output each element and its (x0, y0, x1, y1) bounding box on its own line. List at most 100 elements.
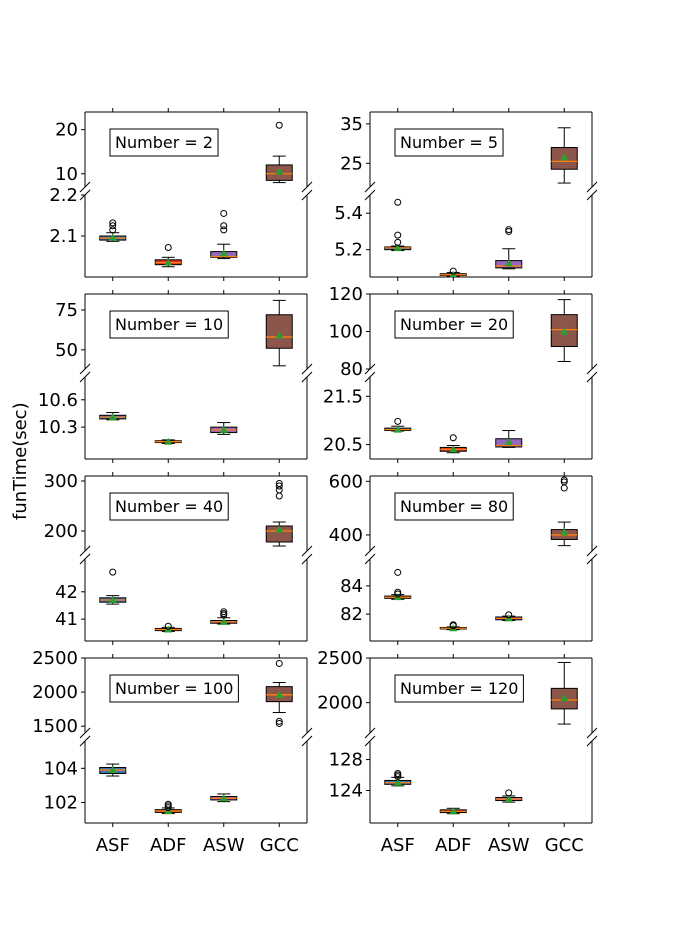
mean-marker (108, 233, 117, 241)
outlier-point (395, 616, 401, 622)
box-asf (385, 866, 411, 873)
y-tick-label: 84 (340, 576, 363, 597)
outlier-point (506, 867, 512, 873)
box-gcc (265, 299, 293, 367)
box-body (155, 609, 181, 611)
panel-legend: Number = 120 (394, 674, 524, 703)
axis-break-mark (586, 363, 598, 375)
mean-marker (275, 690, 284, 698)
y-tick-label: 41 (55, 609, 78, 630)
mean-marker (393, 243, 402, 251)
box-asf (100, 205, 126, 212)
outlier-point (275, 121, 283, 129)
box-asf (384, 769, 412, 787)
panel-legend: Number = 40 (109, 492, 229, 521)
axis-break-mark (586, 371, 598, 383)
y-tick-label: 10.6 (38, 390, 78, 411)
plot-area (99, 209, 238, 268)
y-tick-label: 2000 (317, 693, 363, 714)
mean-marker (449, 445, 458, 453)
panel-legend-box (394, 310, 514, 339)
y-tick-label: 400 (329, 525, 363, 546)
panel-legend-label: Number = 80 (400, 497, 508, 516)
y-tick-label: 200 (44, 521, 78, 542)
box-asf (99, 568, 127, 605)
box-asf (100, 606, 126, 613)
y-tick-label: 124 (329, 781, 363, 802)
box-body (440, 869, 466, 871)
axis-break-mark (301, 727, 313, 739)
outlier-point (394, 231, 402, 239)
x-category-label: ASW (203, 835, 245, 856)
axis-break-mark (586, 189, 598, 201)
mean-marker (219, 249, 228, 257)
panel-legend: Number = 80 (394, 492, 514, 521)
outlier-point (395, 867, 401, 873)
box-asw (495, 789, 523, 803)
box-body (100, 609, 126, 611)
mean-marker (560, 327, 569, 335)
outlier-point (275, 482, 283, 490)
box-body (155, 820, 181, 822)
box-asf (99, 412, 127, 421)
box-asf (385, 616, 411, 623)
axis-break-mark (79, 371, 91, 383)
outlier-point (164, 622, 172, 630)
mean-marker (504, 438, 513, 446)
mean-marker (219, 794, 228, 802)
axis-break-mark (364, 371, 376, 383)
y-tick-label: 102 (44, 793, 78, 814)
x-category-label: ASF (96, 835, 130, 856)
axis-break-mark (364, 181, 376, 193)
outlier-point (505, 611, 513, 619)
y-tick-label: 600 (329, 471, 363, 492)
y-tick-label: 35 (340, 114, 363, 135)
y-tick-label: 5.4 (334, 203, 363, 224)
axis-break-mark (301, 189, 313, 201)
plot-area (100, 480, 293, 613)
box-asf (385, 476, 411, 483)
axis-break-mark (79, 545, 91, 557)
x-category-label: ADF (435, 835, 472, 856)
mean-marker (219, 425, 228, 433)
mean-marker (449, 477, 457, 484)
outlier-point (275, 480, 283, 487)
mean-marker (394, 866, 402, 873)
y-tick-label: 120 (329, 284, 363, 305)
y-tick-label: 20.5 (323, 435, 363, 456)
axis-break-mark (79, 363, 91, 375)
box-body (155, 412, 181, 414)
axis-break-mark (364, 553, 376, 565)
mean-marker (219, 617, 228, 625)
mean-marker (560, 153, 569, 161)
upper-axis: 10 20 (55, 108, 313, 212)
panel-legend-label: Number = 10 (115, 315, 223, 334)
axis-break-mark (364, 735, 376, 747)
box-body (385, 240, 411, 242)
subplot-7: 1500 2000 2500 102 104 Number = 100 ASF ADF ASW G… (32, 648, 313, 856)
box-adf (154, 800, 182, 815)
outlier-point (394, 769, 402, 777)
outlier-point (449, 267, 457, 275)
box-body (385, 869, 411, 871)
axis-break-mark (364, 189, 376, 201)
box-gcc (550, 299, 578, 362)
box-asw (210, 209, 238, 260)
x-category-label: GCC (260, 835, 299, 856)
outlier-point (165, 206, 171, 212)
mean-marker (220, 409, 228, 416)
mean-marker (164, 437, 173, 445)
box-asw (495, 611, 523, 622)
panel-legend-box (394, 674, 524, 703)
panel-legend: Number = 100 (109, 674, 239, 703)
mean-marker (504, 259, 513, 267)
box-asw (210, 608, 238, 625)
outlier-point (394, 568, 402, 576)
plot-area (99, 412, 238, 445)
outlier-point (220, 608, 228, 616)
outlier-point (164, 243, 172, 251)
outlier-point (110, 206, 116, 212)
